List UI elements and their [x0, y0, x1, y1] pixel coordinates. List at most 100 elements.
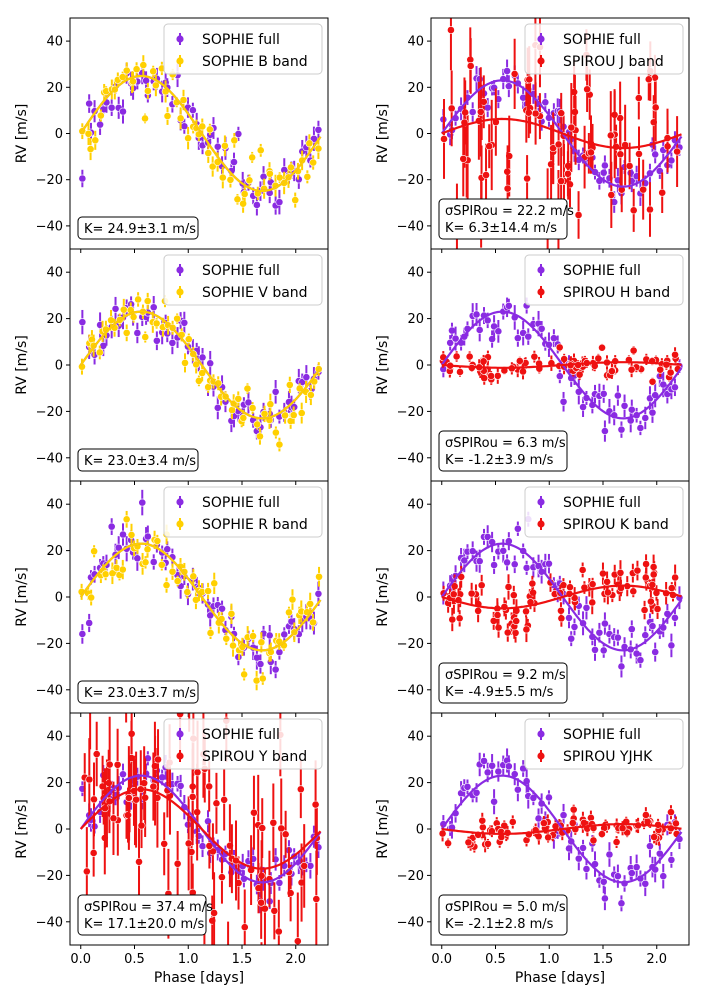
legend-box [163, 486, 323, 538]
band-point [192, 360, 201, 369]
model-curve-sophie-full [440, 774, 683, 884]
band-point [456, 368, 464, 376]
band-point [616, 568, 625, 577]
band-point [218, 873, 226, 882]
annotation-box [438, 198, 568, 240]
y-tick-label: 20 [407, 544, 424, 559]
legend-label: SOPHIE full [563, 32, 641, 48]
x-tick-label: 0.5 [485, 952, 506, 967]
band-point [671, 573, 680, 582]
sophie-full-point [591, 645, 599, 654]
band-point [218, 173, 227, 182]
annotation-box [77, 448, 199, 472]
k-annotation: K= 17.1±20.0 m/s [84, 917, 205, 932]
sophie-full-point [503, 558, 511, 567]
band-point [554, 140, 563, 149]
band-point [288, 595, 297, 604]
band-point [234, 394, 243, 403]
sophie-full-point [667, 156, 676, 165]
k-annotation: K= -1.2±3.9 m/s [445, 453, 554, 468]
band-point [667, 808, 675, 817]
band-point [248, 153, 257, 162]
band-point [132, 65, 141, 74]
legend-label: SPIROU J band [563, 54, 664, 70]
sophie-full-point [488, 761, 496, 770]
band-point [96, 111, 105, 120]
legend-label: SPIROU Y band [202, 749, 307, 765]
band-point [90, 795, 98, 804]
series-sophie-b-band [78, 55, 323, 213]
sophie-full-point [655, 849, 664, 858]
legend-label: SOPHIE full [563, 263, 641, 279]
band-point [160, 839, 169, 848]
chart-panel-left-3: 40 20 0 −20 −40 RV [m/s] SOPHIE full SOPHIE R b… [14, 480, 329, 717]
legend-box [524, 23, 684, 75]
sophie-full-point [545, 559, 553, 568]
band-point [629, 206, 638, 215]
sophie-full-point [651, 391, 660, 400]
sophie-full-point [119, 530, 127, 539]
band-point [598, 343, 606, 352]
band-point [205, 125, 214, 134]
plot-area [78, 55, 323, 216]
sophie-full-point [475, 557, 484, 566]
sophie-full-point [565, 613, 573, 622]
band-point [287, 163, 295, 172]
band-point [256, 146, 265, 155]
y-axis-label: RV [m/s] [375, 799, 391, 859]
band-point [635, 150, 643, 158]
y-tick-label: −20 [36, 405, 63, 420]
sophie-full-point [494, 767, 503, 776]
band-point [274, 927, 283, 936]
band-point [574, 211, 583, 219]
band-point [452, 352, 461, 361]
y-tick-label: 20 [407, 81, 424, 96]
legend-label: SPIROU K band [563, 517, 669, 533]
legend-marker [537, 35, 545, 43]
sophie-full-point [143, 532, 152, 541]
legend-label: SPIROU H band [563, 285, 670, 301]
sophie-full-point [275, 878, 284, 887]
band-point [440, 135, 448, 143]
y-tick-label: 20 [46, 312, 63, 327]
band-point [504, 583, 513, 591]
y-tick-label: −40 [36, 915, 63, 930]
band-point [113, 760, 122, 769]
band-point [603, 577, 611, 586]
band-point [275, 440, 284, 449]
band-point [122, 515, 131, 524]
y-tick-label: 20 [46, 544, 63, 559]
x-tick-label: 1.5 [232, 952, 253, 967]
band-point [464, 838, 473, 847]
band-point [648, 377, 657, 386]
band-point [266, 400, 275, 409]
band-point [82, 867, 91, 876]
model-curve-red [79, 788, 322, 870]
k-annotation: K= 23.0±3.4 m/s [84, 454, 196, 469]
sophie-full-point [579, 403, 587, 411]
x-tick-label: 1.0 [539, 952, 560, 967]
band-point [467, 589, 476, 598]
legend-label: SOPHIE full [563, 495, 641, 511]
sophie-full-point [541, 98, 550, 107]
legend-label: SOPHIE full [202, 263, 280, 279]
band-point [578, 566, 587, 574]
band-point [616, 150, 625, 159]
band-point [84, 129, 93, 138]
sophie-full-point [574, 854, 583, 863]
legend-box [163, 254, 323, 306]
band-point [531, 109, 540, 118]
k-annotation: K= 23.0±3.7 m/s [84, 686, 196, 701]
band-point [476, 107, 485, 116]
sophie-full-point [271, 665, 280, 674]
sophie-full-point [641, 879, 650, 888]
sophie-full-point [78, 318, 87, 327]
x-tick-label: 1.5 [593, 952, 614, 967]
band-point [141, 558, 150, 567]
model-curve-red [441, 117, 682, 150]
y-tick-label: 40 [46, 266, 63, 281]
band-point [141, 114, 149, 123]
sophie-full-point [613, 633, 622, 642]
sophie-full-point [314, 589, 323, 598]
band-point [295, 384, 304, 393]
